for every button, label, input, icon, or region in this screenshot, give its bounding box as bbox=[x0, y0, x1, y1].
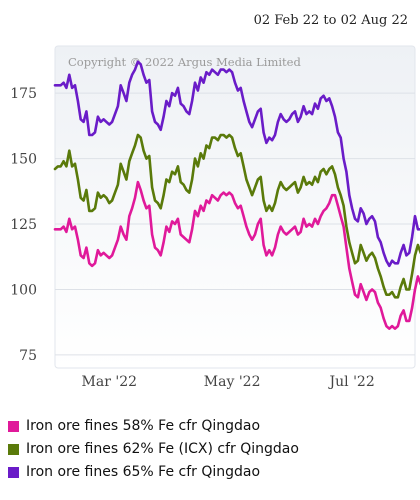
legend-swatch bbox=[8, 443, 19, 455]
y-tick-label: 125 bbox=[10, 217, 37, 233]
y-tick-label: 100 bbox=[10, 282, 37, 298]
legend-label: Iron ore fines 65% Fe cfr Qingdao bbox=[26, 464, 261, 480]
grid-lines bbox=[55, 92, 415, 356]
series-lines bbox=[53, 60, 420, 331]
legend-swatch bbox=[8, 466, 19, 478]
y-tick-label: 75 bbox=[19, 348, 37, 364]
date-range-label: 02 Feb 22 to 02 Aug 22 bbox=[253, 13, 408, 28]
legend-swatch bbox=[8, 420, 19, 432]
copyright-watermark: Copyright © 2022 Argus Media Limited bbox=[68, 55, 301, 69]
legend-item-2[interactable]: Iron ore fines 62% Fe (ICX) cfr Qingdao bbox=[8, 438, 413, 460]
line-chart: 75 100 125 150 175 Mar '22 May '22 Jul '22 Cop… bbox=[10, 45, 420, 390]
legend-item-3[interactable]: Iron ore fines 65% Fe cfr Qingdao bbox=[8, 461, 413, 483]
legend-label: Iron ore fines 58% Fe cfr Qingdao bbox=[26, 418, 261, 434]
plot-area bbox=[54, 45, 416, 369]
legend-item-1[interactable]: Iron ore fines 58% Fe cfr Qingdao bbox=[8, 415, 413, 437]
x-tick-label: Mar '22 bbox=[82, 374, 138, 390]
x-axis-ticks: Mar '22 May '22 Jul '22 bbox=[82, 374, 375, 390]
y-axis-ticks: 75 100 125 150 175 bbox=[10, 86, 37, 364]
series-line-3[interactable] bbox=[53, 60, 420, 268]
series-line-1[interactable] bbox=[53, 180, 420, 331]
y-tick-label: 150 bbox=[10, 152, 37, 168]
y-tick-label: 175 bbox=[10, 86, 37, 102]
legend-label: Iron ore fines 62% Fe (ICX) cfr Qingdao bbox=[26, 441, 299, 457]
x-tick-label: Jul '22 bbox=[328, 374, 375, 390]
x-tick-label: May '22 bbox=[204, 374, 261, 390]
series-line-2[interactable] bbox=[53, 133, 420, 299]
legend: Iron ore fines 58% Fe cfr Qingdao Iron or… bbox=[8, 415, 413, 484]
